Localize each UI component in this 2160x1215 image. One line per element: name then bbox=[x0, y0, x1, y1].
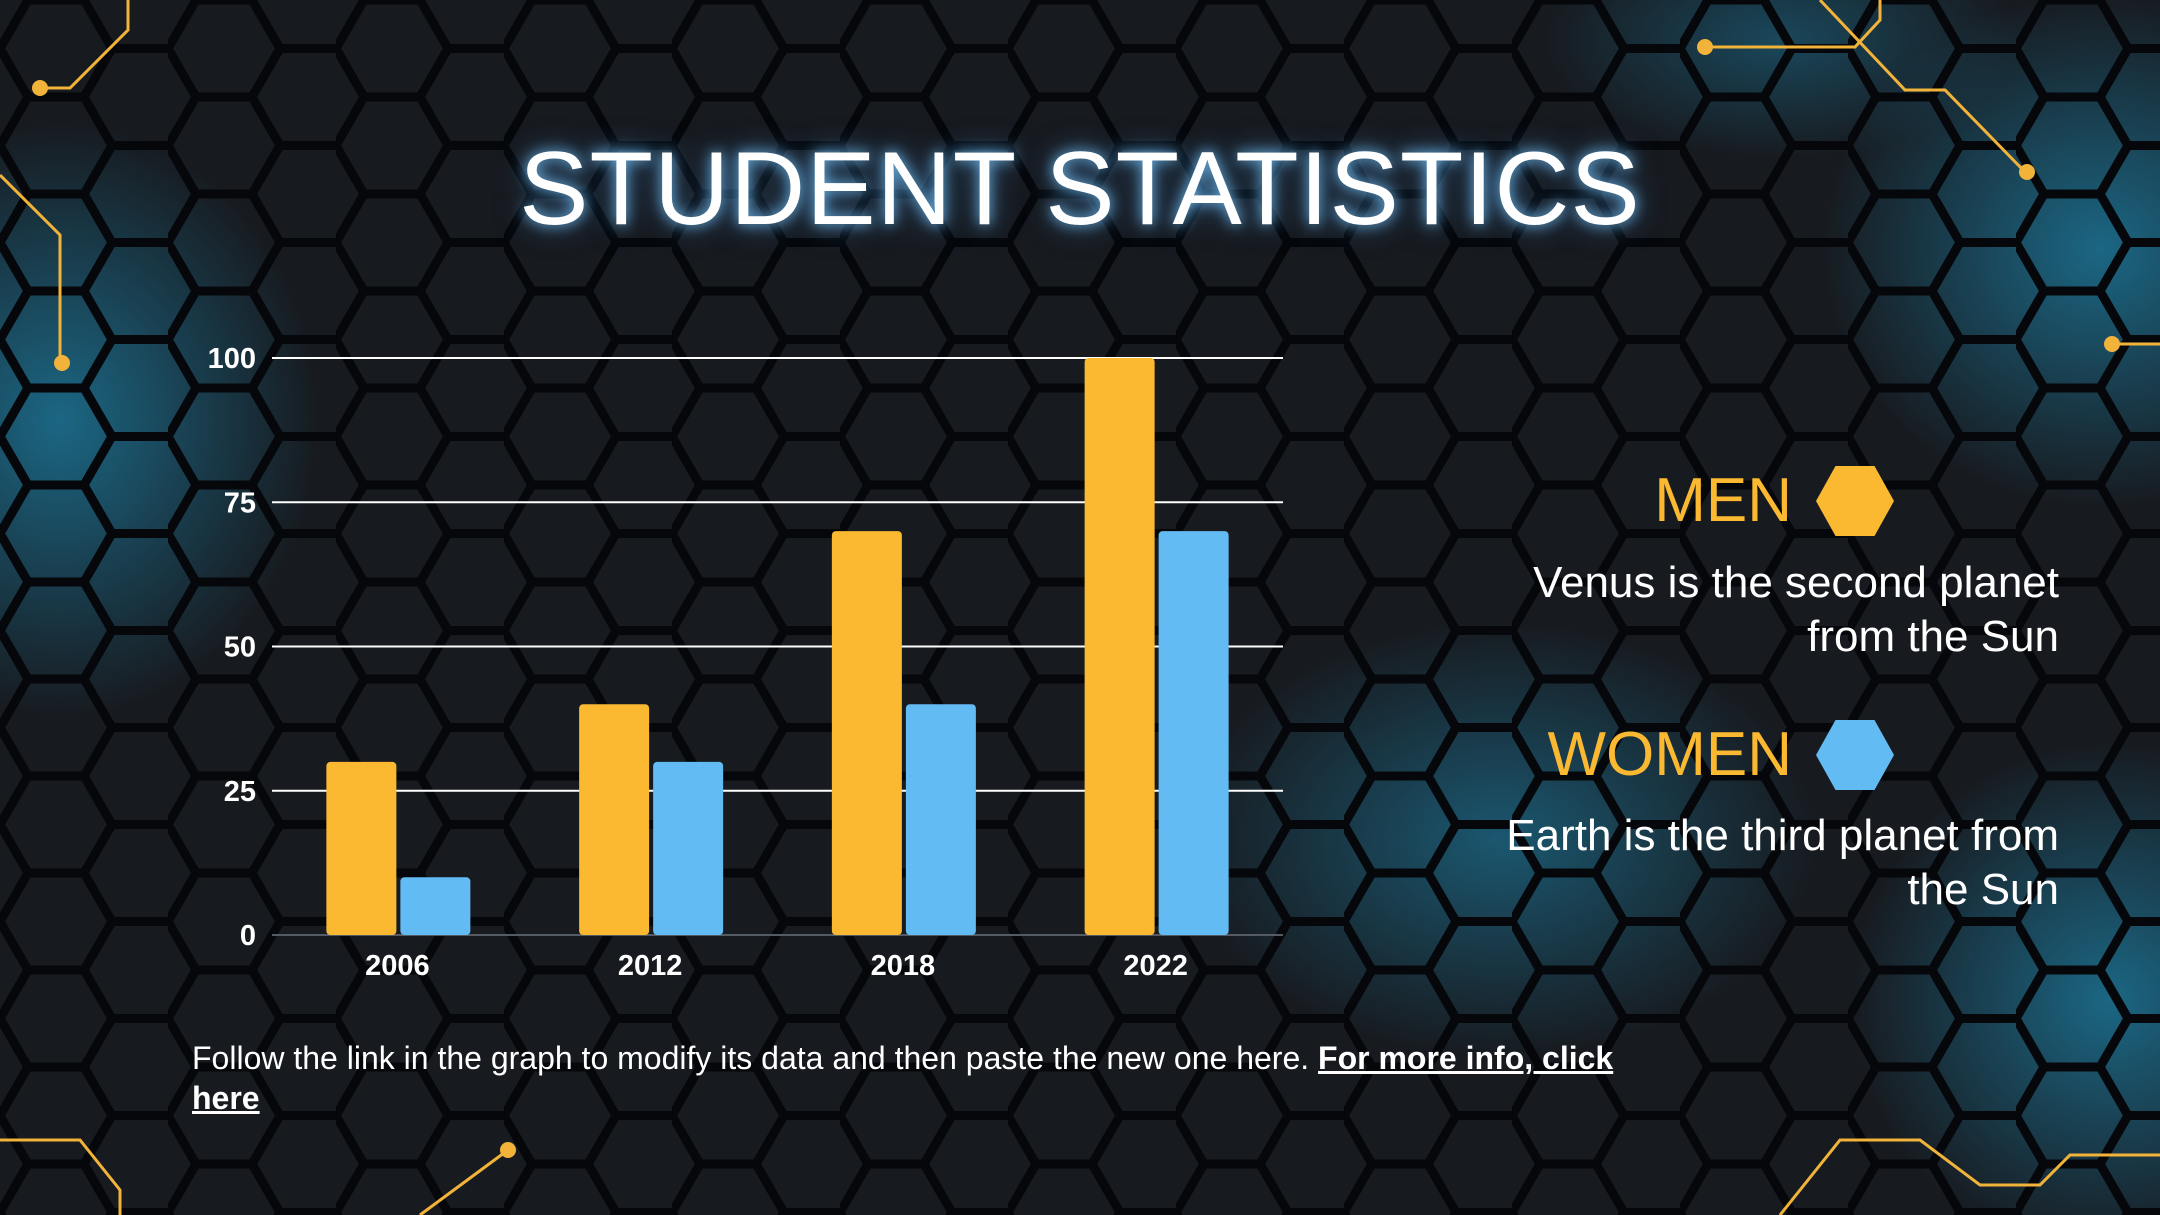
footer-text: Follow the link in the graph to modify i… bbox=[192, 1040, 1319, 1076]
page-title: STUDENT STATISTICS bbox=[519, 131, 1641, 247]
legend-description: Earth is the third planet from the Sun bbox=[1506, 811, 2059, 914]
y-tick-label: 0 bbox=[240, 920, 256, 952]
y-tick-label: 75 bbox=[224, 487, 256, 519]
x-tick-label: 2022 bbox=[1123, 950, 1188, 982]
bar-men-2006 bbox=[326, 761, 397, 935]
bar-men-2018 bbox=[831, 531, 902, 935]
footer-note: Follow the link in the graph to modify i… bbox=[192, 1038, 1672, 1118]
legend-item-women: WOMEN bbox=[1547, 720, 1894, 790]
more-info-link[interactable]: For more info, click here bbox=[192, 1040, 1614, 1116]
bar-women-2012 bbox=[653, 761, 724, 935]
y-axis-ticks: 0 25 50 75 100 bbox=[208, 343, 256, 952]
x-tick-label: 2012 bbox=[618, 950, 683, 982]
legend-description: Venus is the second planet from the Sun bbox=[1533, 558, 2059, 661]
bar-women-2006 bbox=[400, 877, 471, 935]
x-tick-label: 2006 bbox=[365, 950, 430, 982]
legend-label: MEN bbox=[1654, 466, 1792, 535]
x-tick-label: 2018 bbox=[871, 950, 936, 982]
bar-men-2012 bbox=[579, 704, 650, 935]
hexagon-icon bbox=[1816, 466, 1894, 536]
y-tick-label: 100 bbox=[208, 343, 256, 375]
bars bbox=[326, 358, 1229, 935]
bar-women-2018 bbox=[905, 704, 976, 935]
bar-men-2022 bbox=[1084, 358, 1155, 935]
circuit-nodes bbox=[32, 39, 2120, 1158]
bar-women-2022 bbox=[1158, 531, 1229, 935]
y-tick-label: 50 bbox=[224, 632, 256, 664]
y-tick-label: 25 bbox=[224, 776, 256, 808]
hexagon-icon bbox=[1816, 720, 1894, 790]
x-axis-ticks: 2006 2012 2018 2022 bbox=[365, 950, 1188, 982]
legend-label: WOMEN bbox=[1547, 720, 1792, 789]
legend-item-men: MEN bbox=[1654, 466, 1894, 536]
